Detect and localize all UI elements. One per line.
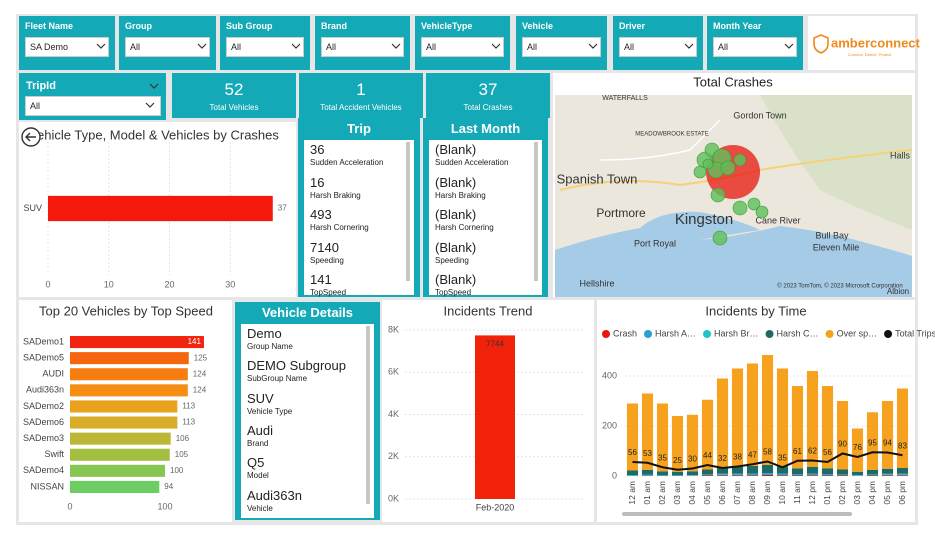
slicer-label: VehicleType (421, 21, 473, 31)
card-body (304, 140, 414, 295)
card-item-label: Sudden Acceleration (435, 158, 509, 167)
card-item-value: Audi363n (247, 487, 302, 503)
scrollbar (534, 142, 538, 281)
card-item-label: Model (247, 471, 269, 481)
card-item-value: SUV (247, 390, 274, 406)
card-item-label: Harsh Braking (310, 190, 361, 200)
card-item-value: Demo (247, 326, 282, 341)
card-item-value: Q5 (247, 455, 265, 471)
card-item-label: Speeding (435, 255, 469, 265)
slicer-label: Vehicle (522, 21, 554, 31)
slicer-label: Driver (619, 21, 646, 31)
card-title: Last Month (450, 121, 521, 136)
card-body (429, 140, 542, 295)
card-body (241, 324, 374, 518)
kpi-value: 37 (478, 80, 498, 99)
card-item-label: Harsh Cornering (435, 223, 494, 232)
card-item-label: SubGroup Name (247, 374, 308, 384)
card-item-value: 141 (310, 272, 332, 287)
kpi-card (172, 73, 296, 118)
card-item-value: Audi (247, 422, 274, 438)
panel (19, 122, 296, 297)
kpi-card (426, 73, 550, 118)
kpi-card (299, 73, 423, 118)
slicer-label: Sub Group (226, 21, 273, 31)
slicer-label: TripId (26, 80, 56, 92)
card-item-value: (Blank) (435, 272, 477, 287)
slicer-label: Group (125, 21, 152, 31)
slicer-dropdown[interactable]: All (713, 37, 797, 57)
card-title: Trip (347, 121, 371, 136)
kpi-value: 1 (356, 80, 366, 99)
card-item-label: Harsh Cornering (310, 223, 369, 232)
card-item-value: (Blank) (435, 174, 477, 190)
card-item-value: (Blank) (435, 239, 477, 255)
kpi-label: Total Accident Vehicles (320, 103, 402, 112)
scrollbar (366, 326, 370, 504)
card-item-value: (Blank) (435, 207, 477, 222)
card-item-value: 7140 (310, 239, 339, 255)
slicer-label: Fleet Name (25, 21, 74, 31)
card-item-value: DEMO Subgroup (247, 358, 346, 374)
slicer-dropdown[interactable]: All (226, 37, 304, 57)
kpi-label: Total Vehicles (209, 103, 259, 112)
card-item-label: Brand (247, 438, 269, 448)
slicer-label: Brand (321, 21, 348, 31)
panel (19, 300, 232, 522)
card-item-label: Vehicle Type (247, 406, 293, 416)
slicer-dropdown[interactable]: All (25, 96, 161, 116)
card-item-value: 493 (310, 207, 332, 222)
panel (553, 73, 915, 297)
kpi-value: 52 (224, 80, 244, 99)
card-item-label: Sudden Acceleration (310, 158, 384, 167)
slicer-dropdown[interactable]: All (125, 37, 210, 57)
card-item-label: Harsh Braking (435, 190, 486, 200)
slicer-dropdown[interactable]: All (321, 37, 404, 57)
kpi-label: Total Crashes (463, 103, 513, 112)
panel (597, 300, 915, 522)
slicer-dropdown[interactable]: All (421, 37, 504, 57)
panel (382, 300, 594, 522)
slicer-dropdown[interactable]: All (522, 37, 601, 57)
card-title: Vehicle Details (261, 305, 354, 320)
card-item-label: Speeding (310, 255, 344, 265)
slicer-dropdown[interactable]: All (619, 37, 697, 57)
card-item-value: 16 (310, 174, 325, 190)
card-item-label: Group Name (247, 342, 293, 351)
card-item-value: (Blank) (435, 142, 477, 157)
card-item-value: 36 (310, 142, 325, 157)
card-item-label: Vehicle (247, 503, 273, 513)
card-item-label: TopSpeed (435, 288, 472, 297)
logo-box (808, 16, 915, 70)
card-item-label: TopSpeed (310, 288, 347, 297)
scrollbar (406, 142, 410, 281)
slicer-label: Month Year (713, 21, 762, 31)
slicer-dropdown[interactable]: SA Demo (25, 37, 109, 57)
